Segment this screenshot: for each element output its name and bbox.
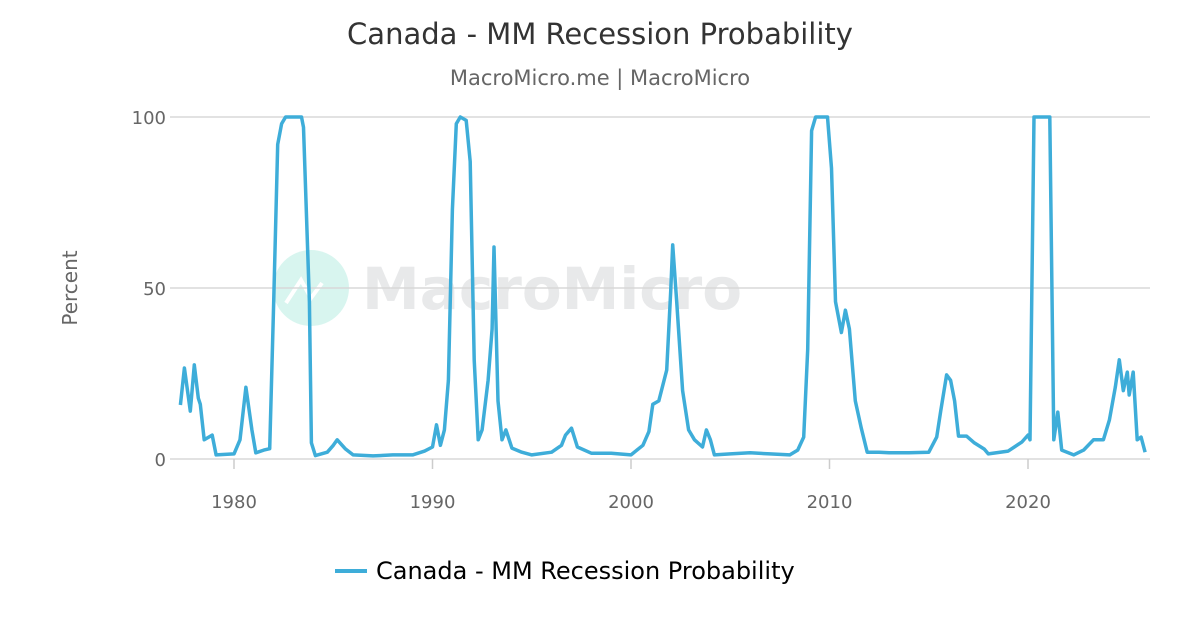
y-tick-label: 0: [155, 450, 166, 471]
y-tick-label: 100: [132, 108, 166, 129]
x-tick-label: 2000: [608, 492, 654, 513]
watermark-text: MacroMicro: [362, 255, 742, 323]
chart-subtitle: MacroMicro.me | MacroMicro: [450, 66, 750, 91]
series-layer: [178, 115, 1147, 458]
chart-title: Canada - MM Recession Probability: [347, 17, 853, 51]
y-tick-label: 50: [143, 279, 166, 300]
legend-item-label[interactable]: Canada - MM Recession Probability: [376, 557, 795, 585]
series-line[interactable]: [178, 115, 1147, 458]
x-axis: 1980 1990 2000 2010 2020: [211, 459, 1051, 513]
legend[interactable]: Canada - MM Recession Probability: [335, 557, 795, 585]
x-tick-label: 1980: [211, 492, 257, 513]
y-axis: 0 50 100: [132, 108, 166, 471]
watermark-logo-line: [284, 276, 324, 305]
gridlines: [170, 116, 1150, 460]
x-tick-label: 1990: [410, 492, 456, 513]
x-tick-label: 2010: [807, 492, 853, 513]
x-tick-label: 2020: [1005, 492, 1051, 513]
y-axis-label: Percent: [58, 250, 82, 325]
